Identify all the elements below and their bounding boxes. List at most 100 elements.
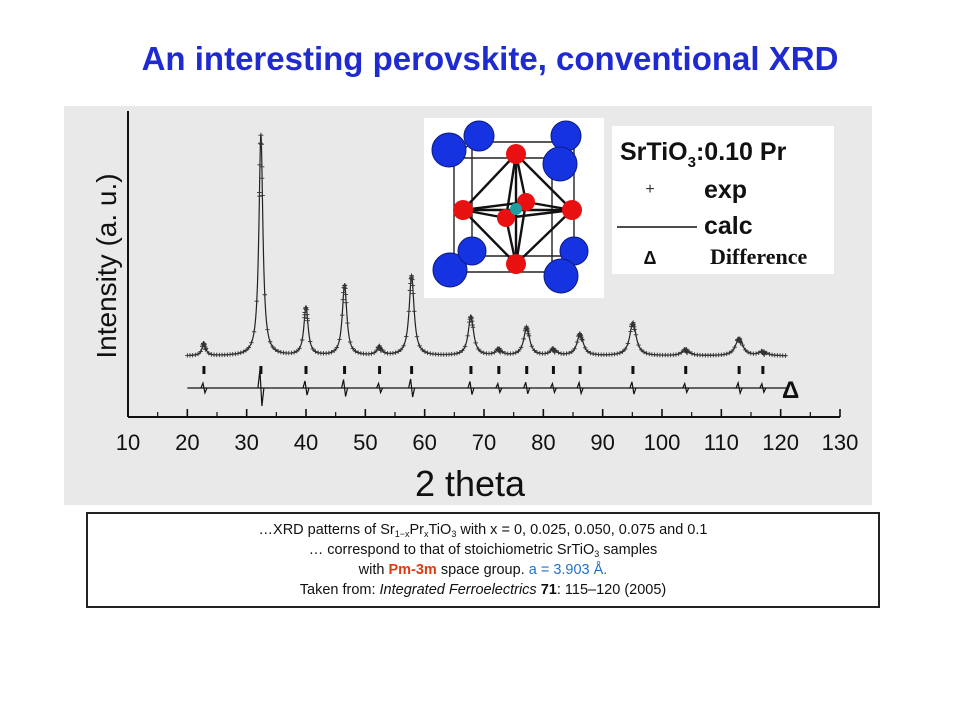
- exp-point: [331, 348, 337, 353]
- bragg-tick: [259, 366, 263, 374]
- legend-exp-marker: +: [645, 181, 654, 198]
- exp-point: [460, 348, 465, 353]
- x-tick-labels: 10 20 30 40 50 60 70 80 90 100 110 120 130: [116, 430, 859, 455]
- exp-point: [345, 320, 350, 326]
- exp-point: [315, 350, 321, 355]
- bragg-tick: [551, 366, 555, 374]
- exp-point: [259, 175, 265, 181]
- figure-caption: …XRD patterns of Sr1−xPrxTiO3 with x = 0…: [86, 512, 880, 608]
- exp-point: [631, 326, 637, 332]
- exp-point: [326, 350, 332, 356]
- exp-point: [259, 164, 265, 170]
- difference-spike: [629, 381, 637, 395]
- exp-point: [258, 141, 264, 147]
- bragg-tick: [469, 366, 473, 374]
- exp-point: [465, 333, 470, 338]
- exp-point: [238, 350, 243, 355]
- x-tick-label: 90: [590, 430, 614, 455]
- x-tick-label: 130: [822, 430, 859, 455]
- x-tick-label: 50: [353, 430, 377, 455]
- exp-point: [278, 349, 283, 355]
- exp-point: [721, 352, 727, 357]
- x-tick-label: 110: [704, 430, 739, 455]
- exp-point: [254, 298, 259, 304]
- exp-point: [489, 351, 494, 356]
- exp-point: [393, 350, 398, 355]
- exp-point: [729, 348, 735, 354]
- exp-point: [273, 347, 278, 352]
- page-title: An interesting perovskite, conventional …: [141, 40, 839, 77]
- exp-point: [348, 339, 353, 345]
- exp-point: [270, 344, 275, 350]
- exp-point: [410, 291, 416, 297]
- exp-point: [644, 351, 649, 356]
- exp-point: [343, 300, 349, 306]
- exp-point: [588, 350, 593, 356]
- caption-line-1: …XRD patterns of Sr1−xPrxTiO3 with x = 0…: [258, 522, 708, 539]
- exp-point: [497, 348, 503, 354]
- exp-point: [761, 351, 767, 357]
- difference-spike: [735, 380, 743, 396]
- exp-point: [620, 349, 625, 354]
- difference-spike: [576, 380, 584, 396]
- exp-point: [639, 347, 644, 353]
- exp-point: [297, 346, 302, 351]
- x-tick-label: 120: [762, 430, 799, 455]
- exp-point: [502, 351, 508, 356]
- bragg-markers: [202, 366, 765, 374]
- exp-point: [372, 350, 377, 355]
- exp-point: [623, 346, 628, 352]
- exp-point: [580, 337, 585, 343]
- exp-point: [425, 350, 430, 356]
- bragg-tick: [304, 366, 308, 374]
- x-tick-label: 10: [116, 430, 140, 455]
- bragg-tick: [578, 366, 582, 374]
- x-tick-label: 100: [644, 430, 681, 455]
- exp-point: [195, 351, 201, 357]
- exp-point: [740, 342, 745, 348]
- legend-exp-label: exp: [704, 176, 747, 204]
- difference-spike: [408, 378, 416, 398]
- exp-point: [737, 337, 743, 343]
- exp-point: [476, 346, 481, 352]
- exp-point: [202, 346, 208, 352]
- exp-point: [556, 350, 561, 355]
- exp-point: [676, 351, 681, 357]
- exp-point: [612, 351, 617, 357]
- exp-point: [500, 349, 505, 354]
- exp-point: [521, 336, 526, 342]
- exp-point: [422, 349, 428, 354]
- exp-point: [617, 350, 623, 356]
- exp-point: [679, 350, 684, 355]
- legend-background: [612, 126, 834, 274]
- journal-volume: 71: [540, 582, 557, 598]
- exp-point: [452, 351, 457, 357]
- exp-point: [534, 350, 540, 355]
- difference-spike: [682, 381, 690, 395]
- exp-point: [492, 350, 497, 355]
- exp-point: [340, 297, 346, 303]
- exp-point: [409, 274, 415, 280]
- exp-points: [185, 132, 788, 358]
- exp-point: [524, 325, 530, 331]
- exp-point: [235, 351, 241, 356]
- exp-point: [673, 352, 679, 357]
- exp-point: [303, 305, 309, 311]
- exp-point: [569, 349, 575, 354]
- exp-point: [628, 329, 633, 334]
- bragg-tick: [343, 366, 347, 374]
- exp-point: [542, 351, 548, 356]
- exp-point: [525, 331, 531, 337]
- exp-point: [382, 350, 388, 355]
- exp-point: [256, 190, 262, 196]
- exp-point: [525, 328, 531, 334]
- exp-point: [307, 339, 313, 344]
- exp-point: [732, 345, 737, 350]
- exp-point: [633, 332, 639, 338]
- x-tick-label: 60: [412, 430, 436, 455]
- difference-spike: [467, 381, 475, 395]
- exp-point: [310, 346, 316, 352]
- exp-point: [727, 350, 732, 356]
- perovskite-structure-inset: [424, 118, 604, 298]
- exp-point: [267, 339, 273, 344]
